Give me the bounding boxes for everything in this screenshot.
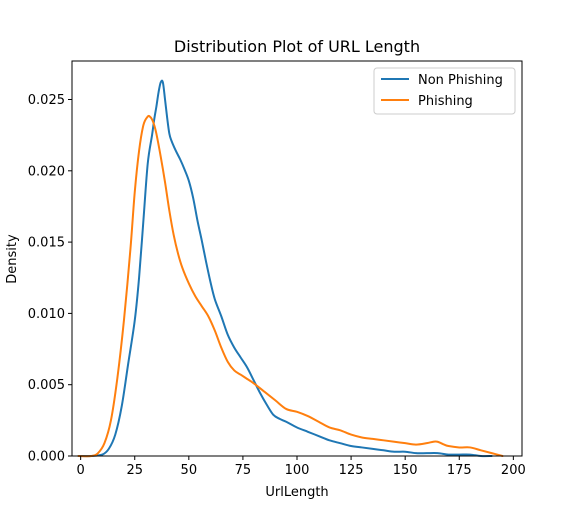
x-tick-label: 100: [285, 463, 310, 478]
y-tick-label: 0.010: [28, 307, 65, 322]
series-line-phishing: [77, 114, 504, 458]
y-axis-label: Density: [5, 234, 20, 284]
x-axis: 0 25 50 75 100 125 150 175 200: [77, 456, 526, 478]
legend-label-non-phishing: Non Phishing: [418, 73, 503, 88]
legend-box: [373, 67, 516, 115]
legend-label-phishing: Phishing: [418, 94, 473, 109]
x-tick-label: 75: [235, 463, 252, 478]
chart-title: Distribution Plot of URL Length: [174, 37, 420, 56]
y-tick-label: 0.000: [28, 450, 65, 465]
x-tick-label: 0: [77, 463, 85, 478]
plot-area: 0 25 50 75 100 125 150 175 200 0.0000.0050.0100.…: [28, 60, 526, 478]
x-tick-label: 175: [447, 463, 472, 478]
x-tick-label: 25: [126, 463, 143, 478]
y-tick-label: 0.020: [28, 164, 65, 179]
y-axis: 0.000 0.005 0.010 0.015 0.020 0.025: [28, 93, 72, 465]
x-tick-label: 150: [393, 463, 418, 478]
x-axis-label: UrlLength: [265, 485, 328, 500]
y-tick-label: 0.005: [28, 378, 65, 393]
x-tick-label: 125: [339, 463, 364, 478]
y-tick-label: 0.015: [28, 236, 65, 251]
y-tick-label: 0.025: [28, 93, 65, 108]
series-layer: [77, 79, 504, 458]
legend: Non Phishing Phishing: [373, 67, 516, 115]
x-tick-label: 200: [501, 463, 526, 478]
x-tick-label: 50: [181, 463, 198, 478]
plot-frame: [71, 60, 523, 457]
series-line-non-phishing: [77, 79, 493, 458]
